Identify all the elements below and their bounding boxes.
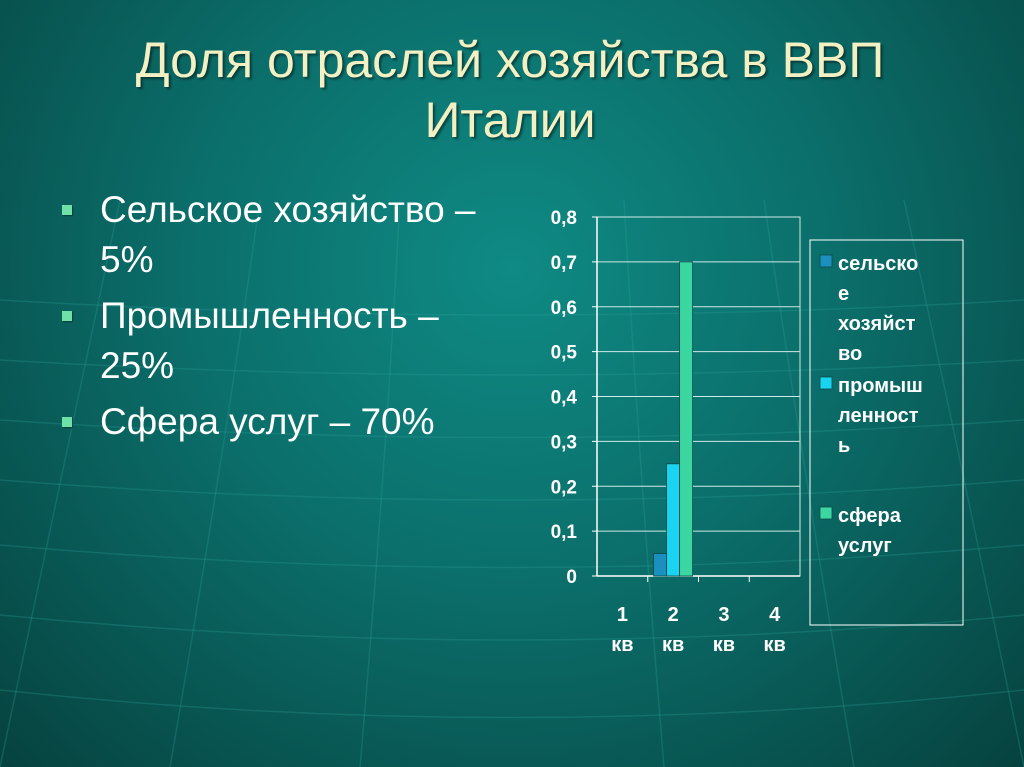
legend-label: ь xyxy=(838,435,850,457)
x-tick-label: кв xyxy=(763,634,785,656)
y-tick-label: 0,8 xyxy=(551,208,577,229)
legend-swatch xyxy=(819,254,833,268)
legend-label: сфера xyxy=(838,505,902,527)
y-tick-label: 0,1 xyxy=(551,522,578,543)
legend-label: услуг xyxy=(838,535,892,557)
legend-label: хозяйст xyxy=(838,313,916,335)
bullet-item: Сельское хозяйство – 5% xyxy=(60,185,490,285)
x-tick-label: 4 xyxy=(769,604,781,626)
bar-сфера-услуг xyxy=(679,261,694,577)
x-tick-label: 3 xyxy=(718,604,729,626)
bullet-text: Промышленность – 25% xyxy=(100,295,439,386)
bullet-list: Сельское хозяйство – 5% Промышленность –… xyxy=(60,185,490,453)
bar-сельское-хозяйство xyxy=(653,553,668,577)
bullet-square-icon xyxy=(62,311,72,321)
bar-промышленность xyxy=(666,463,681,577)
y-tick-label: 0,7 xyxy=(551,253,577,274)
legend-swatch xyxy=(819,376,833,390)
x-tick-label: 2 xyxy=(668,604,679,626)
bullet-item: Сфера услуг – 70% xyxy=(60,397,490,447)
bullet-text: Сельское хозяйство – 5% xyxy=(100,189,476,280)
y-tick-label: 0,2 xyxy=(551,477,577,498)
legend-box xyxy=(809,239,964,626)
x-tick-label: 1 xyxy=(617,604,628,626)
y-tick-label: 0,4 xyxy=(551,388,578,409)
bullet-square-icon xyxy=(62,205,72,215)
bullet-square-icon xyxy=(62,417,72,427)
y-tick-label: 0,3 xyxy=(551,432,577,453)
legend-label: сельско xyxy=(838,253,918,275)
y-tick-label: 0 xyxy=(566,567,577,588)
bar-chart: 0 0,1 0,2 0,3 0,4 0,5 0,6 0,7 0,8 1 кв 2 кв 3 кв 4 кв сел… xyxy=(551,208,964,656)
slide-title: Доля отраслей хозяйства в ВВП Италии xyxy=(135,32,885,148)
legend-label: ленност xyxy=(838,405,919,427)
legend-label: е xyxy=(838,283,849,305)
x-tick-label: кв xyxy=(713,634,735,656)
x-tick-label: кв xyxy=(662,634,684,656)
legend-label: во xyxy=(838,343,862,365)
bullet-item: Промышленность – 25% xyxy=(60,291,490,391)
bullet-text: Сфера услуг – 70% xyxy=(100,401,435,442)
y-tick-label: 0,6 xyxy=(551,298,577,319)
x-tick-label: кв xyxy=(611,634,633,656)
legend-swatch xyxy=(819,506,833,520)
y-tick-label: 0,5 xyxy=(551,343,578,364)
legend-label: промыш xyxy=(838,375,923,397)
